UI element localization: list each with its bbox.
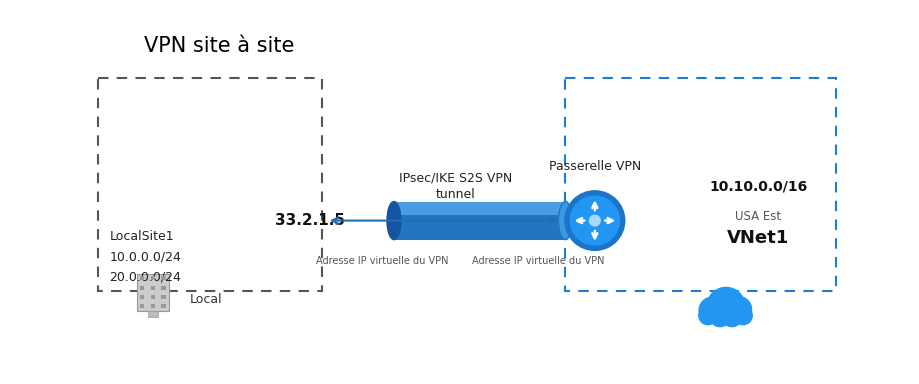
Bar [137, 274, 168, 311]
Text: Passerelle VPN: Passerelle VPN [548, 160, 641, 172]
Circle shape [698, 297, 724, 323]
Bar [151, 276, 154, 280]
Text: 10.10.0.0/16: 10.10.0.0/16 [709, 179, 806, 193]
Text: Local: Local [189, 293, 221, 306]
Bar [565, 78, 835, 291]
Bar [151, 295, 154, 299]
Text: USA Est: USA Est [734, 210, 780, 223]
Ellipse shape [387, 202, 401, 240]
Bar [140, 295, 144, 299]
Text: 131.1.1.1: 131.1.1.1 [430, 213, 510, 228]
Text: 33.2.1.5: 33.2.1.5 [275, 213, 345, 228]
Bar [140, 276, 144, 280]
Ellipse shape [558, 202, 572, 240]
Bar [148, 311, 157, 317]
Circle shape [589, 215, 599, 226]
Text: IPsec/IKE S2S VPN
tunnel: IPsec/IKE S2S VPN tunnel [398, 171, 512, 201]
Circle shape [724, 296, 751, 323]
Text: Adresse IP virtuelle du VPN: Adresse IP virtuelle du VPN [315, 257, 448, 266]
Bar [151, 286, 154, 290]
Bar [140, 286, 144, 290]
Circle shape [570, 196, 618, 245]
Text: VNet1: VNet1 [726, 229, 789, 247]
Bar [161, 295, 165, 299]
Bar [393, 202, 565, 240]
Bar [97, 78, 322, 291]
Text: VPN site à site: VPN site à site [143, 36, 293, 56]
Bar [151, 304, 154, 308]
Circle shape [698, 306, 717, 324]
Circle shape [706, 288, 744, 325]
Bar [140, 304, 144, 308]
Circle shape [720, 306, 742, 327]
Circle shape [709, 306, 730, 327]
Circle shape [733, 306, 752, 324]
Bar [161, 276, 165, 280]
Bar [393, 202, 565, 215]
Bar [161, 286, 165, 290]
Bar [161, 304, 165, 308]
Circle shape [564, 191, 624, 250]
Text: Adresse IP virtuelle du VPN: Adresse IP virtuelle du VPN [471, 257, 604, 266]
Text: LocalSite1
10.0.0.0/24
20.0.0.0/24: LocalSite1 10.0.0.0/24 20.0.0.0/24 [109, 230, 181, 283]
